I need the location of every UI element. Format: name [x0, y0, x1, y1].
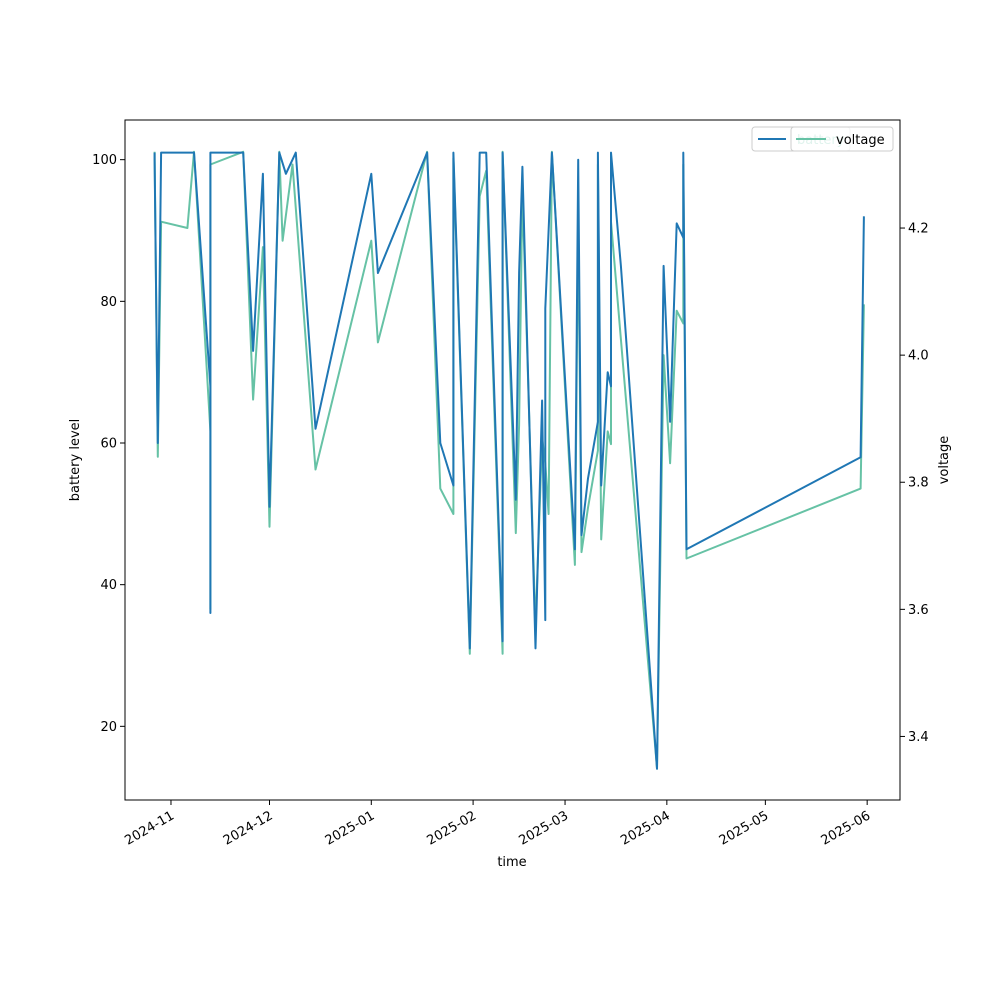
x-tick-label: 2025-02 — [425, 808, 480, 848]
left-y-tick-label: 100 — [92, 153, 117, 168]
voltage-series-layer — [153, 150, 865, 770]
x-tick-label: 2025-04 — [618, 808, 673, 848]
right-y-tick-label: 4.0 — [908, 349, 929, 364]
battery-series-line — [153, 151, 865, 770]
left-y-tick-label: 80 — [100, 295, 117, 310]
x-axis-title: time — [497, 855, 526, 870]
left-y-axis: 20 40 60 80 100 — [92, 153, 125, 735]
voltage-series-line — [153, 150, 865, 770]
right-y-tick-label: 4.2 — [908, 222, 929, 237]
x-tick-label: 2025-03 — [516, 808, 571, 848]
legend-voltage: voltage — [790, 126, 894, 152]
left-y-tick-label: 60 — [100, 437, 117, 452]
right-y-tick-label: 3.8 — [908, 476, 929, 491]
legend-label: voltage — [836, 133, 885, 148]
x-axis: 2024-11 2024-12 2025-01 2025-02 2025-03 2025-… — [122, 800, 873, 849]
right-y-axis-title: voltage — [937, 436, 952, 485]
x-tick-label: 2025-01 — [323, 808, 378, 848]
right-y-tick-label: 3.4 — [908, 730, 929, 745]
legend-box — [790, 126, 894, 152]
left-y-axis-title: battery level — [68, 419, 83, 502]
right-y-tick-label: 3.6 — [908, 603, 929, 618]
plot-frame — [124, 119, 901, 801]
x-tick-label: 2024-12 — [221, 808, 276, 848]
left-y-tick-label: 20 — [100, 720, 117, 735]
x-tick-label: 2025-05 — [717, 808, 772, 848]
x-tick-label: 2024-11 — [122, 808, 177, 848]
right-y-axis: 3.4 3.6 3.8 4.0 4.2 — [900, 222, 929, 745]
x-tick-label: 2025-06 — [819, 808, 874, 848]
left-y-tick-label: 40 — [100, 578, 117, 593]
battery-series-layer — [153, 151, 865, 770]
